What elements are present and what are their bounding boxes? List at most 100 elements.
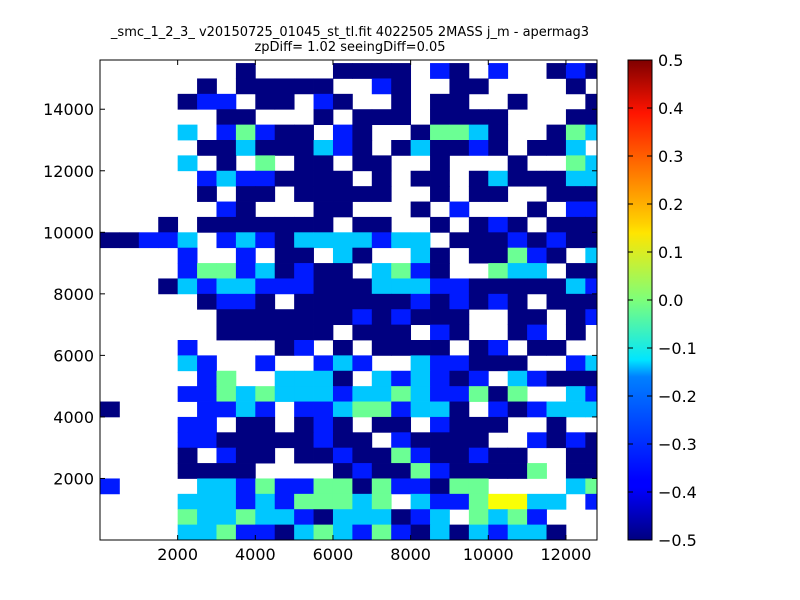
heatmap-cell (371, 493, 392, 510)
heatmap-cell (488, 186, 509, 202)
heatmap-cell (371, 386, 392, 402)
heatmap-cell (449, 93, 470, 110)
heatmap-cell (235, 186, 256, 202)
heatmap-cell (197, 140, 217, 156)
y-tick-label: 6000 (53, 346, 94, 365)
heatmap-cell (255, 493, 276, 510)
heatmap-cell (468, 140, 489, 156)
heatmap-cell (274, 232, 295, 249)
heatmap-cell (255, 263, 276, 279)
heatmap-cell (294, 309, 314, 326)
heatmap-cell (274, 263, 295, 279)
heatmap-cell (507, 447, 528, 464)
heatmap-cell (235, 324, 256, 341)
heatmap-cell (430, 63, 450, 79)
heatmap-cell (274, 78, 295, 95)
heatmap-cell (177, 93, 198, 110)
heatmap-cell (410, 463, 431, 479)
heatmap-cell (371, 324, 392, 341)
heatmap-cell (507, 170, 528, 187)
heatmap-cell (352, 140, 373, 156)
heatmap-cell (410, 447, 431, 464)
heatmap-cell (332, 140, 353, 156)
heatmap-cell (449, 355, 470, 372)
heatmap-cell (410, 247, 431, 264)
heatmap-cell (391, 370, 412, 387)
heatmap-cell (410, 140, 431, 156)
heatmap-cell (216, 216, 237, 233)
heatmap-cell (216, 201, 237, 218)
heatmap-cell (294, 78, 314, 95)
heatmap-cell (274, 93, 295, 110)
heatmap-cell (488, 109, 509, 126)
heatmap-cell (332, 370, 353, 387)
heatmap-cell (507, 232, 528, 249)
heatmap-cell (468, 386, 489, 402)
plot-frame (99, 59, 598, 541)
heatmap-cell (313, 478, 334, 495)
heatmap-cell (546, 293, 567, 310)
heatmap-cell (313, 370, 334, 387)
heatmap-cell (488, 524, 509, 541)
heatmap-cell (507, 509, 528, 526)
heatmap-cell (332, 401, 353, 418)
heatmap-cell (294, 370, 314, 387)
heatmap-cell (546, 493, 567, 510)
chart-subtitle: zpDiff= 1.02 seeingDiff=0.05 (254, 40, 446, 55)
heatmap-cell (371, 263, 392, 279)
heatmap-cell (488, 278, 509, 295)
x-tick-label: 8000 (390, 545, 431, 564)
heatmap-cell (216, 447, 237, 464)
heatmap-cell (235, 247, 256, 264)
heatmap-cell (255, 124, 276, 141)
heatmap-cell (294, 186, 314, 202)
heatmap-cell (352, 478, 373, 495)
heatmap-cell (410, 478, 431, 495)
heatmap-cell (255, 447, 276, 464)
heatmap-cell (527, 263, 547, 279)
heatmap-cell (468, 216, 489, 233)
heatmap-cell (527, 432, 547, 449)
heatmap-cell (255, 216, 276, 233)
heatmap-cell (313, 93, 334, 110)
heatmap-cell (507, 93, 528, 110)
heatmap-cell (507, 247, 528, 264)
heatmap-cell (507, 293, 528, 310)
heatmap-cell (585, 493, 598, 510)
heatmap-cell (255, 186, 276, 202)
heatmap-cell (294, 401, 314, 418)
heatmap-cell (468, 340, 489, 356)
heatmap-cell (449, 201, 470, 218)
heatmap-cell (255, 78, 276, 95)
heatmap-cell (332, 278, 353, 295)
heatmap-cell (313, 78, 334, 95)
heatmap-cell (430, 93, 450, 110)
heatmap-cell (371, 478, 392, 495)
x-tick-label: 10000 (463, 545, 514, 564)
chart-title: _smc_1_2_3_ v20150725_01045_st_tl.fit 40… (110, 25, 590, 40)
heatmap-cell (585, 93, 598, 110)
heatmap-cell (468, 370, 489, 387)
heatmap-cell (216, 509, 237, 526)
heatmap-cell (313, 447, 334, 464)
colorbar-tick-label: 0.5 (658, 51, 683, 70)
heatmap-cell (197, 170, 217, 187)
heatmap-cell (235, 78, 256, 95)
heatmap-cell (197, 401, 217, 418)
heatmap-cell (410, 509, 431, 526)
heatmap-cell (197, 293, 217, 310)
heatmap-cell (332, 63, 353, 79)
colorbar-tick-label: 0.4 (658, 99, 683, 118)
heatmap-cell (177, 232, 198, 249)
heatmap-cell (585, 216, 598, 233)
heatmap-cell (488, 447, 509, 464)
colorbar-tick-label: −0.3 (658, 435, 697, 454)
heatmap-cell (371, 109, 392, 126)
heatmap-cell (197, 216, 217, 233)
heatmap-cell (430, 124, 450, 141)
heatmap-cell (468, 124, 489, 141)
heatmap-cell (313, 524, 334, 541)
heatmap-cell (216, 293, 237, 310)
heatmap-cell (565, 109, 586, 126)
heatmap-cell (449, 78, 470, 95)
